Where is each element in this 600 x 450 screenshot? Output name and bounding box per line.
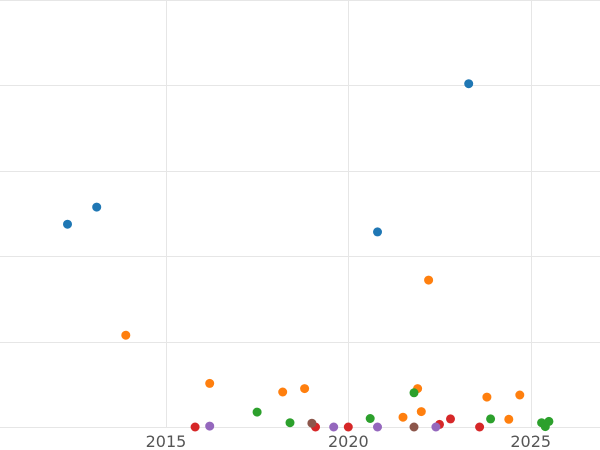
data-point-s1-10: [515, 390, 525, 400]
data-point-s5-0: [307, 418, 317, 428]
data-point-s4-1: [329, 422, 339, 432]
data-point-s1-4: [398, 412, 408, 422]
data-point-s1-2: [278, 387, 288, 397]
x-tick-label: 2020: [328, 432, 369, 450]
data-point-s5-1: [409, 422, 419, 432]
data-point-s3-5: [475, 422, 485, 432]
data-points: [63, 79, 554, 432]
data-point-s2-7: [540, 422, 550, 432]
x-tick-label: 2025: [510, 432, 551, 450]
data-point-s0-1: [92, 202, 102, 212]
data-point-s3-2: [343, 422, 353, 432]
data-point-s4-0: [205, 421, 215, 431]
data-point-s2-4: [486, 414, 496, 424]
data-point-s1-9: [504, 414, 514, 424]
vertical-gridlines: [166, 0, 532, 427]
data-point-s2-2: [365, 414, 375, 423]
data-point-s0-2: [373, 227, 382, 237]
data-point-s0-3: [464, 79, 474, 89]
data-point-s2-1: [285, 418, 295, 428]
data-point-s1-8: [482, 392, 492, 402]
horizontal-gridlines: [0, 0, 600, 428]
data-point-s4-2: [373, 422, 382, 432]
x-tick-label: 2015: [146, 432, 187, 450]
x-axis-tick-labels: 2015 2020 2025: [146, 432, 551, 450]
data-point-s2-0: [252, 407, 262, 417]
data-point-s2-3: [409, 388, 419, 398]
data-point-s1-0: [121, 330, 131, 340]
data-point-s3-0: [190, 422, 200, 432]
data-point-s1-1: [205, 378, 215, 388]
data-point-s1-6: [416, 407, 426, 417]
data-point-s0-0: [63, 219, 72, 229]
data-point-s3-4: [446, 414, 455, 424]
data-point-s4-3: [431, 422, 441, 432]
data-point-s1-7: [424, 275, 434, 285]
data-point-s1-3: [300, 384, 310, 394]
